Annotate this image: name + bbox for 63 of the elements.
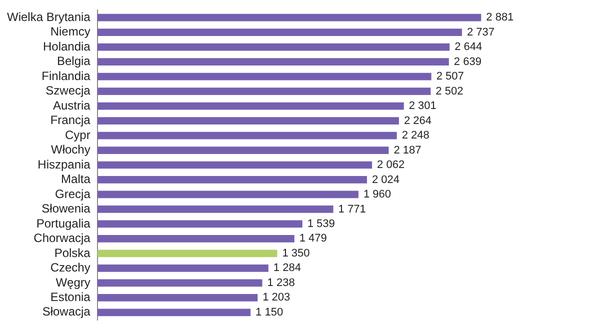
bar xyxy=(97,279,262,287)
data-label: 2 502 xyxy=(436,85,464,98)
data-label: 2 301 xyxy=(408,100,436,112)
bar xyxy=(97,117,399,124)
y-tick-label: Belgia xyxy=(57,54,91,68)
data-label: 1 238 xyxy=(267,276,295,289)
bar xyxy=(97,235,294,242)
data-label: 1 350 xyxy=(282,247,310,260)
y-tick-label: Grecja xyxy=(55,186,91,201)
y-tick-label: Niemcy xyxy=(50,24,90,39)
bar xyxy=(97,264,268,272)
bar xyxy=(97,220,302,228)
data-label: 2 737 xyxy=(466,26,494,38)
y-tick-label: Finlandia xyxy=(42,68,91,83)
y-tick-label: Czechy xyxy=(50,260,90,275)
bar xyxy=(97,161,372,169)
bar xyxy=(97,176,367,184)
bar xyxy=(97,190,358,198)
data-label: 2 881 xyxy=(486,12,514,24)
y-tick-label: Słowacja xyxy=(42,304,91,319)
data-label: 1 479 xyxy=(299,232,327,245)
data-label: 2 264 xyxy=(404,114,432,127)
data-label: 2 644 xyxy=(454,41,482,54)
y-tick-label: Portugalia xyxy=(36,216,91,230)
bar xyxy=(97,206,334,213)
y-tick-label: Francja xyxy=(50,113,91,128)
y-tick-label: Włochy xyxy=(51,142,90,157)
bar xyxy=(97,294,258,302)
bar xyxy=(97,250,278,258)
y-tick-label: Chorwacja xyxy=(34,231,91,246)
bar xyxy=(97,132,397,140)
bar xyxy=(97,72,432,80)
data-label: 1 150 xyxy=(256,306,284,318)
y-tick-label: Szwecja xyxy=(46,84,91,98)
data-label: 2 024 xyxy=(372,174,400,186)
y-tick-label: Hiszpania xyxy=(38,157,91,172)
bar xyxy=(97,308,251,316)
data-label: 1 539 xyxy=(307,218,335,230)
bar xyxy=(97,14,482,22)
y-tick-label: Polska xyxy=(54,246,91,260)
y-tick-label: Malta xyxy=(61,172,91,186)
y-tick-label: Holandia xyxy=(42,39,91,54)
bar xyxy=(97,58,449,66)
data-label: 2 507 xyxy=(436,70,464,83)
bar xyxy=(97,28,462,36)
y-tick-label: Cypr xyxy=(65,128,90,142)
bar xyxy=(97,146,389,154)
data-label: 2 639 xyxy=(454,56,482,68)
y-tick-label: Wielka Brytania xyxy=(6,10,91,24)
y-tick-label: Estonia xyxy=(50,290,91,304)
data-label: 1 771 xyxy=(338,203,366,216)
y-tick-label: Węgry xyxy=(56,275,90,290)
bar xyxy=(97,43,450,51)
data-label: 2 248 xyxy=(402,130,430,142)
data-label: 1 960 xyxy=(363,188,391,201)
data-label: 1 284 xyxy=(273,262,301,274)
bar xyxy=(97,88,431,95)
y-tick-label: Słowenia xyxy=(42,202,91,216)
y-tick-label: Austria xyxy=(53,98,91,112)
data-label: 2 187 xyxy=(394,144,422,156)
data-label: 2 062 xyxy=(377,159,405,172)
data-label: 1 203 xyxy=(262,292,290,304)
bar xyxy=(97,102,404,110)
